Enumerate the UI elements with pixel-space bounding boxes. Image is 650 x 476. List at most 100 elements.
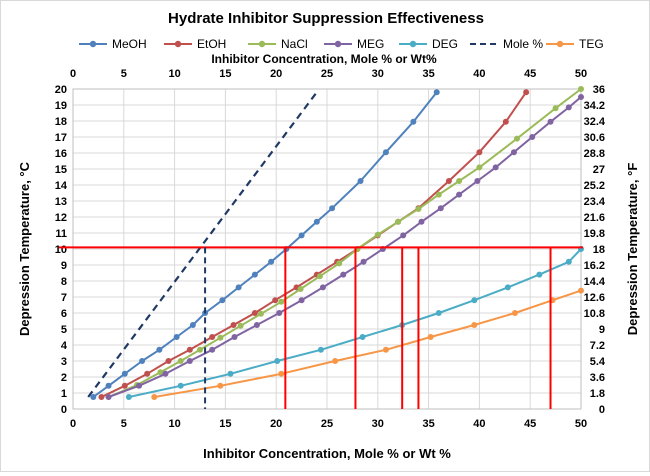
y2-tick-label: 9 [599, 324, 605, 336]
data-point-meg [565, 104, 572, 111]
data-point-teg [578, 287, 584, 294]
x-tick-label: 25 [321, 418, 333, 430]
data-point-teg [217, 382, 224, 389]
data-point-meg [529, 134, 536, 140]
y-tick-label: 18 [55, 116, 67, 128]
data-point-meoh [268, 258, 275, 265]
data-point-nacl [578, 86, 584, 92]
series-line-teg [154, 289, 582, 398]
y-tick-label: 4 [61, 340, 68, 352]
y2-tick-label: 30.6 [584, 132, 605, 144]
data-point-meoh [105, 382, 112, 389]
data-point-nacl [336, 260, 343, 267]
data-point-meg [492, 164, 499, 171]
data-point-etoh [251, 310, 258, 316]
x2-tick-label: 30 [372, 68, 384, 80]
gridlines [72, 88, 582, 410]
data-point-etoh [523, 89, 530, 96]
x-tick-label: 40 [473, 418, 485, 430]
data-point-etoh [165, 358, 172, 364]
legend-label: TEG [579, 37, 604, 51]
x2-tick-label: 20 [270, 68, 282, 80]
data-point-deg [274, 358, 281, 364]
y2-tick-label: 12.6 [584, 292, 605, 304]
legend-label: MeOH [112, 37, 147, 51]
x2-tick-label: 35 [422, 68, 434, 80]
y2-tick-label: 18 [593, 244, 605, 256]
data-point-meg [298, 297, 305, 304]
legend-label: DEG [432, 37, 458, 51]
legend-marker [89, 40, 97, 48]
data-point-nacl [316, 273, 323, 280]
data-point-teg [278, 370, 285, 377]
legend-label: NaCl [281, 37, 308, 51]
y2-tick-label: 5.4 [590, 356, 606, 368]
data-point-meg [456, 191, 463, 198]
data-point-deg [359, 334, 366, 340]
y2-tick-label: 16.2 [584, 260, 605, 272]
data-point-nacl [157, 369, 164, 376]
data-point-etoh [445, 178, 452, 184]
data-point-deg [504, 284, 511, 291]
x-tick-label: 45 [524, 418, 536, 430]
data-point-meoh [298, 232, 305, 239]
data-point-meg [105, 394, 112, 400]
y-axis-label: Depression Temperature, °C [17, 161, 32, 336]
data-point-nacl [197, 346, 203, 353]
y-tick-label: 20 [55, 84, 67, 96]
data-point-meoh [357, 178, 364, 184]
y2-tick-label: 3.6 [590, 372, 605, 384]
data-point-etoh [209, 334, 216, 340]
data-point-meg [547, 118, 554, 125]
y2-tick-label: 25.2 [584, 180, 605, 192]
data-point-meg [209, 346, 216, 353]
y-tick-label: 15 [55, 164, 67, 176]
data-point-nacl [456, 178, 463, 184]
y-tick-label: 13 [55, 196, 67, 208]
data-point-meoh [251, 271, 258, 278]
y2-tick-label: 1.8 [590, 388, 605, 400]
reference-lines [59, 246, 583, 409]
data-point-deg [317, 346, 324, 353]
data-point-meg [437, 205, 444, 212]
data-point-meoh [313, 218, 320, 225]
data-point-meg [162, 370, 169, 377]
data-point-deg [227, 370, 234, 377]
series-line-meg [108, 96, 582, 398]
x-tick-label: 0 [70, 418, 76, 430]
data-point-nacl [395, 218, 402, 225]
legend-label: EtOH [197, 37, 226, 51]
y-tick-label: 14 [55, 180, 68, 192]
x-tick-label: 10 [168, 418, 180, 430]
y-tick-label: 1 [61, 388, 67, 400]
y-tick-label: 0 [61, 404, 67, 416]
y-tick-label: 7 [61, 292, 67, 304]
legend-marker [334, 40, 342, 48]
data-point-meg [136, 382, 143, 389]
data-point-nacl [415, 206, 422, 212]
data-point-meoh [329, 205, 336, 212]
data-point-etoh [98, 394, 105, 400]
data-point-etoh [121, 382, 128, 389]
x-tick-label: 5 [121, 418, 127, 430]
data-point-meg [340, 271, 347, 278]
data-point-nacl [552, 105, 559, 112]
data-point-teg [511, 310, 518, 316]
data-point-meoh [433, 89, 440, 96]
x2-tick-label: 50 [575, 68, 587, 80]
data-point-meoh [173, 334, 180, 340]
data-point-etoh [502, 118, 509, 125]
data-point-etoh [272, 297, 279, 304]
data-point-deg [177, 382, 184, 389]
data-point-meoh [156, 346, 163, 353]
y2-tick-label: 23.4 [584, 196, 606, 208]
data-point-meoh [219, 297, 226, 304]
data-point-teg [471, 322, 478, 328]
series-line-mole- [87, 91, 318, 398]
data-point-nacl [435, 191, 442, 198]
data-point-teg [427, 334, 434, 340]
x-tick-label: 30 [372, 418, 384, 430]
y-tick-label: 10 [55, 244, 67, 256]
legend-marker [409, 40, 417, 48]
